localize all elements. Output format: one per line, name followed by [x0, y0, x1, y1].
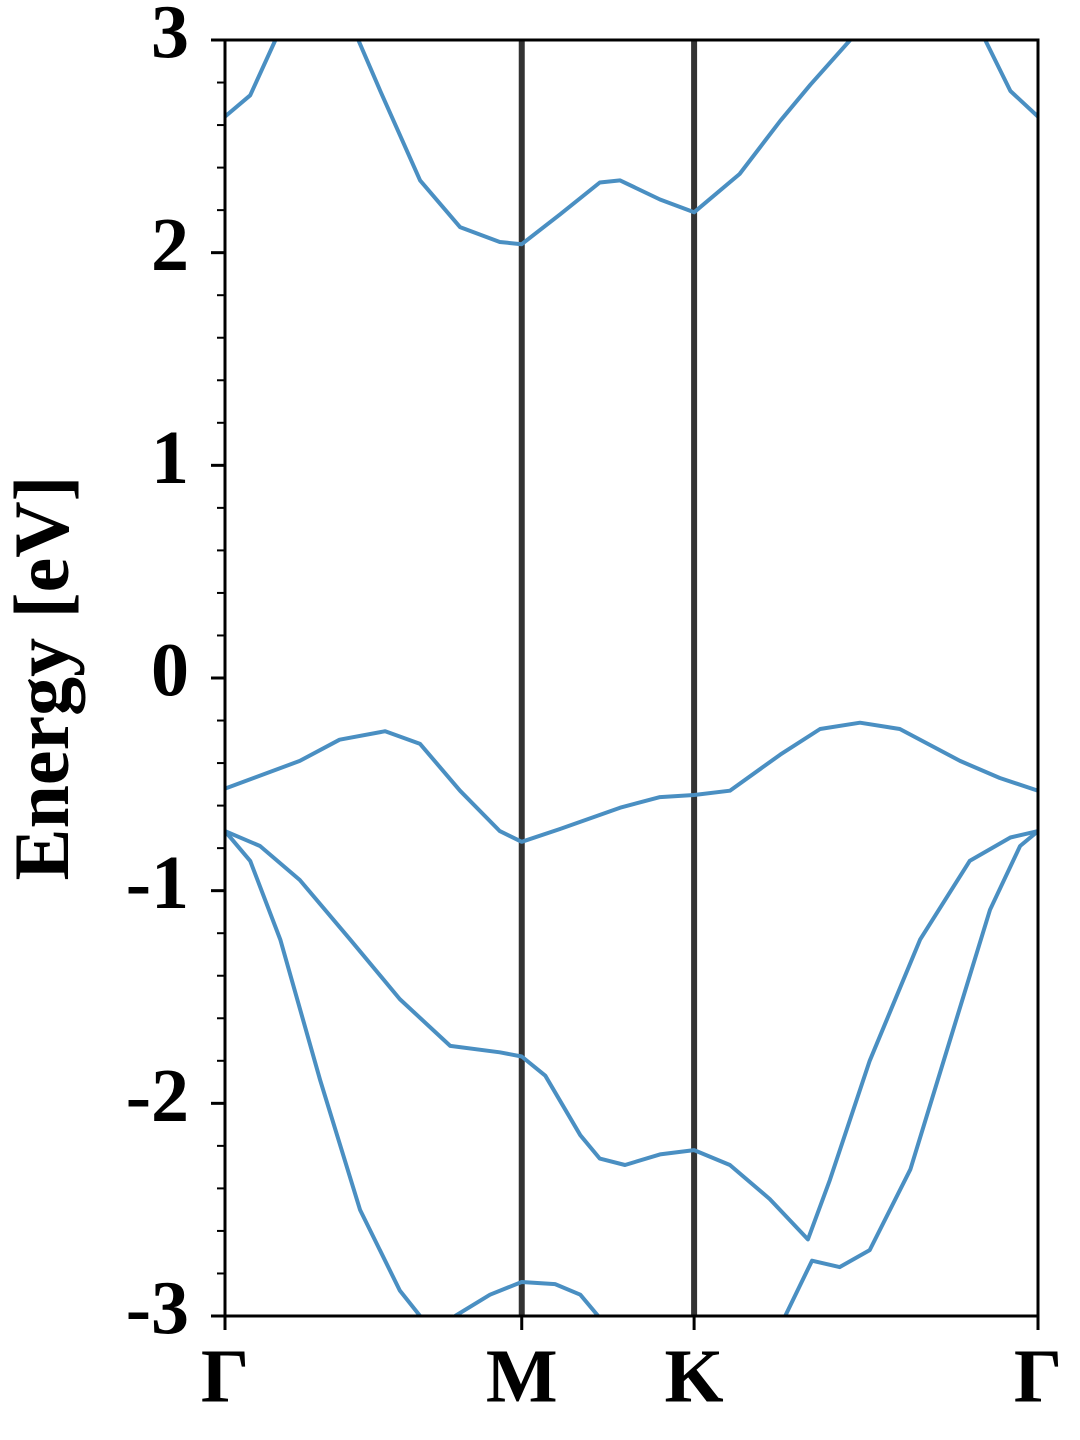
- x-tick-label: K: [665, 1334, 724, 1418]
- y-tick-label: 2: [151, 203, 189, 287]
- x-tick-label: M: [486, 1334, 558, 1418]
- band-line: [225, 720, 1038, 844]
- band-line: [225, 829, 1038, 1242]
- band-line: [225, 829, 1038, 1316]
- x-tick-label: Γ: [201, 1334, 249, 1418]
- band-line: [225, 40, 1038, 247]
- y-tick-label: -1: [126, 841, 189, 925]
- y-tick-label: -2: [126, 1054, 189, 1138]
- plot-frame: [223, 38, 1040, 1318]
- y-tick-label: 3: [151, 0, 189, 74]
- x-tick-label: Γ: [1014, 1334, 1062, 1418]
- y-tick-label: -3: [126, 1266, 189, 1350]
- y-tick-label: 1: [151, 416, 189, 500]
- y-axis-label: Energy [eV]: [0, 475, 85, 880]
- y-tick-label: 0: [151, 628, 189, 712]
